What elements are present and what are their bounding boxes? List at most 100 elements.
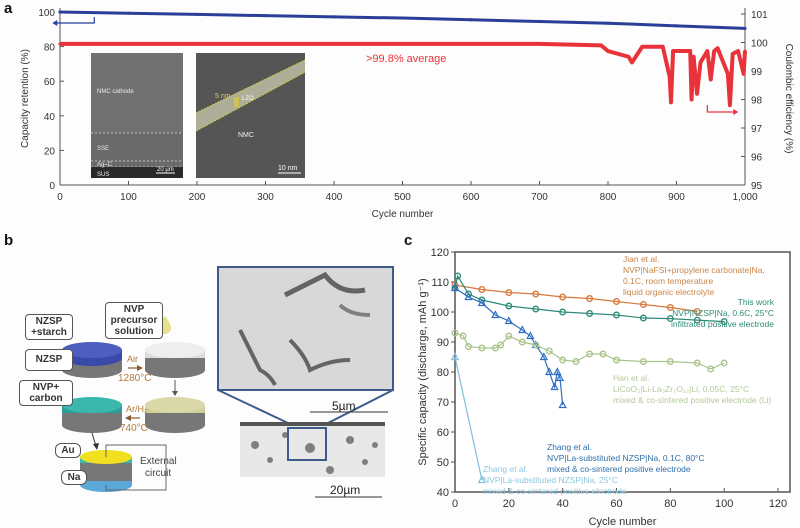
- x-tick-label: 400: [326, 192, 343, 203]
- data-point: [126, 11, 131, 15]
- disc-nvp-precursor: [145, 342, 205, 378]
- annotation-line: LiCoO₂|Li₇La₃Zr₂O₁₂|Li, 0.05C, 25°C: [613, 384, 749, 394]
- x-tick-label: 900: [668, 192, 685, 203]
- data-point: [537, 42, 542, 46]
- data-point-han-et-al-li: [613, 356, 620, 364]
- annotation-line: 0.1C, room temperature: [623, 276, 714, 286]
- data-point-jian-et-al-liquid: [559, 293, 567, 301]
- inset-label-sse: SSE: [97, 146, 109, 152]
- y-right-tick-label: 96: [751, 153, 763, 164]
- y-right-tick-label: 101: [751, 10, 768, 21]
- panel-label-c: c: [404, 232, 413, 249]
- data-point-zhang-et-al-25c: [450, 352, 460, 361]
- data-point: [537, 19, 542, 24]
- data-point-han-et-al-li: [599, 350, 607, 358]
- y-tick-label: 60: [437, 427, 449, 439]
- annotation-line: mixed & co-sintered positive electrode: [483, 486, 627, 496]
- annotation-line: Jian et al.: [623, 254, 659, 264]
- data-point-zhang-et-al-80c: [553, 367, 562, 376]
- data-point: [742, 72, 746, 76]
- data-point-han-et-al-li: [532, 341, 540, 349]
- x-tick-label: 120: [769, 498, 787, 510]
- data-point-jian-et-al-liquid: [693, 307, 701, 315]
- data-point: [661, 45, 665, 49]
- annotation-line: mixed & co-sintered positive electrode (…: [613, 395, 771, 405]
- plot-frame: [454, 251, 791, 493]
- data-point: [332, 15, 336, 19]
- annotation-line: NVP|NaFSI+propylene carbonate|Na,: [623, 265, 765, 275]
- x-tick-label: 0: [57, 192, 63, 203]
- annotation-average-ce: >99.8% average: [366, 53, 446, 65]
- left-axis-arrow-icon: [54, 17, 95, 24]
- data-point: [668, 75, 672, 79]
- data-point-zhang-et-al-80c: [526, 331, 535, 340]
- data-point: [400, 16, 405, 20]
- data-point: [728, 103, 732, 107]
- chart-panel-a: 0 100 200 300 400 500 600 700 800 900 1,000 0 20 40 60…: [20, 8, 794, 220]
- annotation-line: NVP|NZSP|Na, 0.6C, 25°C: [672, 308, 774, 318]
- data-point-zhang-et-al-80c: [550, 382, 559, 391]
- data-point: [688, 49, 692, 53]
- data-point: [606, 21, 610, 25]
- data-point-jian-et-al-liquid: [613, 298, 620, 305]
- data-point-han-et-al-li: [572, 358, 580, 365]
- y-right-tick-label: 98: [751, 96, 763, 107]
- data-point-jian-et-al-liquid: [478, 286, 486, 293]
- data-point: [640, 45, 644, 49]
- x-tick-label: 800: [600, 192, 617, 203]
- series-line-capacity-retention: [59, 10, 746, 30]
- schematic-panel-b: Air 1280°C Ar/H₂ 740°C External circuit: [62, 316, 205, 492]
- inset-label-lzo: LZO: [242, 96, 254, 102]
- tem-inset: 5 nm LZO NMC 10 nm: [195, 53, 306, 178]
- y-axis-right-label: Coulombic efficiency (%): [783, 44, 794, 154]
- data-point-zhang-et-al-80c: [545, 367, 554, 376]
- data-point: [736, 49, 740, 53]
- series-line-zhang-et-al-25c: [454, 356, 483, 481]
- scale-bar-10nm: 10 nm: [278, 165, 298, 172]
- data-point: [716, 46, 720, 50]
- data-point-han-et-al-li: [465, 343, 472, 350]
- step1-temp-label: 1280°C: [118, 373, 151, 384]
- data-point-han-et-al-li: [451, 329, 459, 337]
- annotation-line: mixed & co-sintered positive electrode: [547, 464, 691, 474]
- chart-panel-c: 0 20 40 60 80 100 120 40 50 60 70 80 90 100 110 120 Cycl…: [417, 247, 791, 528]
- box-nzsp-starch: NZSP +starch: [25, 314, 73, 340]
- y-tick-label: 40: [437, 487, 449, 499]
- circuit-label-line2: circuit: [145, 468, 171, 479]
- disc-nvp-carbon: [62, 397, 122, 433]
- data-point: [400, 42, 405, 46]
- data-point: [626, 55, 631, 59]
- series-line-coulombic-efficiency: [60, 41, 747, 108]
- y-left-tick-label: 80: [44, 43, 56, 54]
- y-axis-label: Specific capacity (discharge, mAh g⁻¹): [417, 278, 429, 465]
- inset-label-nmc: NMC: [238, 132, 254, 139]
- inset-label-nmc-cathode: NMC cathode: [97, 89, 134, 95]
- inset-label-agc: Ag–C: [97, 162, 113, 168]
- data-point-han-et-al-li: [518, 338, 526, 346]
- y-right-tick-label: 100: [751, 39, 768, 50]
- box-na: Na: [61, 470, 87, 485]
- data-point-zhang-et-al-80c: [477, 298, 487, 307]
- data-point-zhang-et-al-80c: [558, 400, 567, 409]
- left-axis-arrowhead-icon: [52, 20, 58, 26]
- data-point-han-et-al-li: [497, 341, 505, 349]
- data-point: [709, 77, 713, 82]
- data-point-zhang-et-al-80c: [555, 373, 565, 382]
- y-tick-label: 120: [431, 247, 449, 259]
- y-tick-label: 50: [437, 457, 449, 469]
- inset-label-5nm: 5 nm: [215, 93, 231, 100]
- sem-inset: NMC cathode SSE Ag–C SUS 20 µm: [91, 53, 183, 178]
- data-point-jian-et-al-liquid: [586, 295, 594, 302]
- data-point: [126, 42, 131, 46]
- x-tick-label: 100: [120, 192, 137, 203]
- data-point-zhang-et-al-80c: [518, 325, 527, 334]
- box-au: Au: [55, 443, 81, 458]
- x-tick-label: 60: [610, 498, 622, 510]
- data-point-han-et-al-li: [478, 344, 486, 352]
- x-tick-label: 1,000: [732, 192, 757, 203]
- annotation-line: liquid organic electrolyte: [623, 287, 714, 297]
- right-axis-arrowhead-icon: [733, 109, 739, 115]
- data-point: [712, 49, 716, 53]
- data-point: [630, 60, 634, 65]
- annotation-line: This work: [738, 297, 775, 307]
